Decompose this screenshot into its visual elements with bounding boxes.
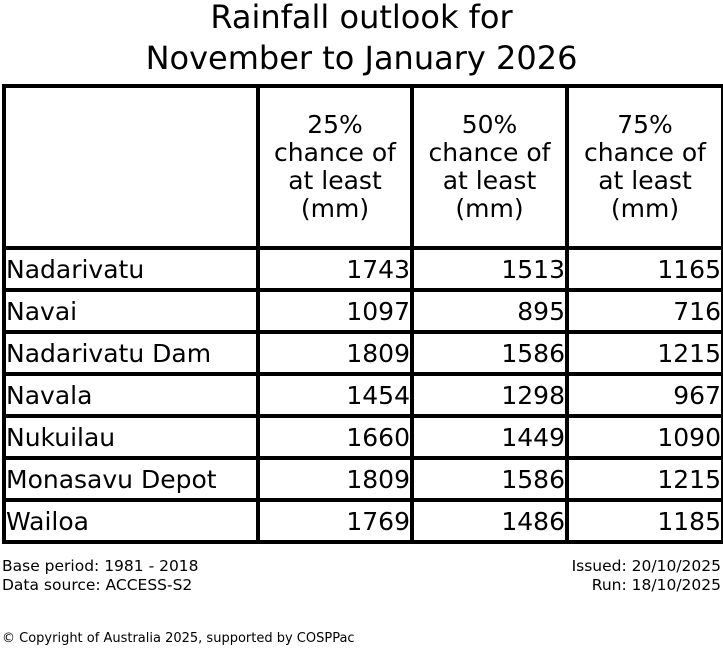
value-50pct: 1586: [410, 330, 569, 376]
station-name: Navala: [2, 372, 260, 418]
table-corner-blank: [2, 84, 260, 250]
value-75pct: 967: [565, 372, 723, 418]
station-name: Nukuilau: [2, 414, 260, 460]
value-75pct: 1215: [565, 456, 723, 502]
value-25pct: 1809: [256, 330, 414, 376]
station-name: Monasavu Depot: [2, 456, 260, 502]
value-75pct: 1090: [565, 414, 723, 460]
data-source-text: Data source: ACCESS-S2: [2, 576, 193, 594]
value-75pct: 716: [565, 288, 723, 334]
station-name: Navai: [2, 288, 260, 334]
column-header-25pct: 25% chance of at least (mm): [256, 84, 414, 250]
value-25pct: 1454: [256, 372, 414, 418]
station-name: Nadarivatu: [2, 246, 260, 292]
column-header-75pct: 75% chance of at least (mm): [565, 84, 723, 250]
value-50pct: 895: [410, 288, 569, 334]
value-50pct: 1586: [410, 456, 569, 502]
value-50pct: 1298: [410, 372, 569, 418]
table-row: Nadarivatu Dam 1809 1586 1215: [2, 330, 723, 376]
table-row: Nadarivatu 1743 1513 1165: [2, 246, 723, 292]
footer-left: Base period: 1981 - 2018 Data source: AC…: [2, 557, 199, 595]
value-75pct: 1215: [565, 330, 723, 376]
table-header-row: 25% chance of at least (mm) 50% chance o…: [2, 84, 723, 250]
footer-right: Issued: 20/10/2025 Run: 18/10/2025: [572, 557, 721, 595]
value-25pct: 1743: [256, 246, 414, 292]
column-header-50pct: 50% chance of at least (mm): [410, 84, 569, 250]
station-name: Nadarivatu Dam: [2, 330, 260, 376]
copyright-text: © Copyright of Australia 2025, supported…: [2, 631, 355, 646]
table-row: Monasavu Depot 1809 1586 1215: [2, 456, 723, 502]
value-75pct: 1185: [565, 498, 723, 544]
rainfall-outlook-table: 25% chance of at least (mm) 50% chance o…: [2, 84, 723, 544]
table-row: Nukuilau 1660 1449 1090: [2, 414, 723, 460]
value-50pct: 1449: [410, 414, 569, 460]
table-row: Navai 1097 895 716: [2, 288, 723, 334]
base-period-text: Base period: 1981 - 2018: [2, 557, 199, 575]
value-25pct: 1769: [256, 498, 414, 544]
table-row: Navala 1454 1298 967: [2, 372, 723, 418]
value-25pct: 1809: [256, 456, 414, 502]
value-25pct: 1660: [256, 414, 414, 460]
page-title: Rainfall outlook for November to January…: [145, 0, 578, 77]
value-25pct: 1097: [256, 288, 414, 334]
table-row: Wailoa 1769 1486 1185: [2, 498, 723, 544]
value-50pct: 1513: [410, 246, 569, 292]
issued-date-text: Issued: 20/10/2025: [571, 557, 721, 575]
run-date-text: Run: 18/10/2025: [591, 576, 721, 594]
station-name: Wailoa: [2, 498, 260, 544]
value-75pct: 1165: [565, 246, 723, 292]
value-50pct: 1486: [410, 498, 569, 544]
